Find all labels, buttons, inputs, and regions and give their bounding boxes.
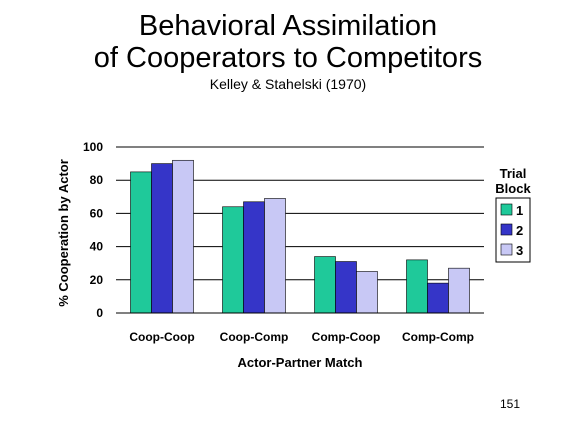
- y-tick-label: 0: [96, 306, 103, 320]
- y-tick-label: 100: [83, 140, 103, 154]
- bar: [314, 256, 336, 314]
- x-tick-labels: Coop-Coop Coop-Comp Comp-Coop Comp-Comp: [129, 330, 474, 344]
- legend-swatch: [500, 243, 513, 256]
- slide-number: 151: [500, 397, 521, 411]
- legend-label: 1: [516, 203, 523, 218]
- bar: [243, 201, 265, 314]
- x-tick-label: Comp-Comp: [402, 330, 474, 344]
- y-tick-label: 60: [90, 206, 104, 220]
- bar: [406, 259, 428, 314]
- legend-title-line2: Block: [495, 181, 531, 196]
- bar: [222, 206, 244, 314]
- y-tick-label: 40: [90, 240, 104, 254]
- legend: Trial Block 1 2 3: [495, 166, 531, 263]
- bar: [151, 163, 173, 314]
- bar: [172, 159, 194, 314]
- bar: [335, 261, 357, 314]
- x-tick-label: Coop-Coop: [129, 330, 194, 344]
- bar: [427, 282, 449, 314]
- x-axis-label: Actor-Partner Match: [238, 355, 363, 370]
- bar: [130, 171, 152, 314]
- y-tick-label: 20: [90, 273, 104, 287]
- y-tick-label: 80: [90, 173, 104, 187]
- y-axis-label: % Cooperation by Actor: [56, 159, 71, 307]
- legend-swatch: [500, 203, 513, 216]
- legend-swatch: [500, 223, 513, 236]
- legend-title-line1: Trial: [500, 166, 527, 181]
- bar: [356, 271, 378, 314]
- slide-title-line1: Behavioral Assimilation: [138, 10, 438, 42]
- y-tick-labels: 0 20 40 60 80 100: [83, 140, 103, 320]
- x-tick-label: Coop-Comp: [220, 330, 289, 344]
- bar: [264, 198, 286, 314]
- bars: [130, 159, 470, 314]
- slide-subtitle: Kelley & Stahelski (1970): [209, 76, 367, 92]
- legend-label: 2: [516, 223, 523, 238]
- bar: [448, 267, 470, 314]
- x-tick-label: Comp-Coop: [312, 330, 381, 344]
- slide-title-line2: of Cooperators to Competitors: [93, 42, 483, 74]
- legend-label: 3: [516, 243, 523, 258]
